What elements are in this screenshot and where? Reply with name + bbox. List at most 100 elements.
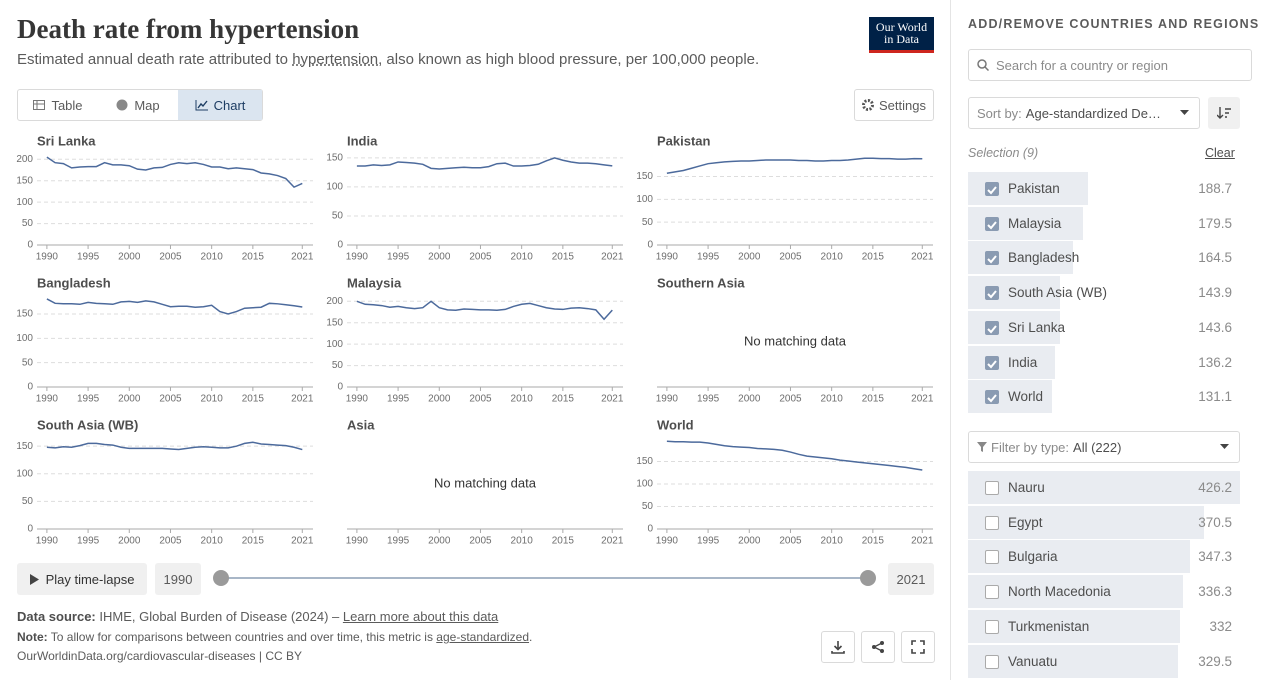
tab[interactable]: Map: [98, 90, 178, 120]
tab[interactable]: Chart: [178, 90, 262, 120]
x-tick-label: 1995: [387, 394, 410, 405]
check-icon: [987, 290, 997, 299]
sort-order-button[interactable]: [1208, 97, 1240, 129]
panel-title: Malaysia: [347, 275, 402, 290]
end-year[interactable]: 2021: [888, 563, 934, 595]
sort-dropdown[interactable]: Sort by: Age-standardized De…: [968, 97, 1200, 129]
entity-row[interactable]: Vanuatu 329.5: [968, 643, 1240, 678]
checkbox[interactable]: [985, 286, 999, 301]
settings-button[interactable]: Settings: [854, 89, 934, 121]
checkbox[interactable]: [985, 481, 999, 495]
entity-row[interactable]: World 131.1: [968, 379, 1240, 414]
fullscreen-button[interactable]: [901, 631, 935, 663]
y-tick-label: 0: [337, 382, 343, 393]
filter-dropdown[interactable]: Filter by type: All (222): [968, 431, 1240, 463]
entity-name: South Asia (WB): [1008, 285, 1108, 301]
checkbox[interactable]: [985, 355, 999, 370]
label: Data source:: [17, 609, 96, 624]
x-tick-label: 1990: [36, 252, 59, 263]
y-tick-label: 0: [337, 240, 343, 251]
y-tick-label: 100: [16, 197, 33, 208]
x-tick-label: 2005: [159, 536, 182, 547]
search-box[interactable]: Search for a country or region: [968, 49, 1252, 81]
entity-row[interactable]: India 136.2: [968, 344, 1240, 379]
entity-name: Bulgaria: [1008, 549, 1058, 565]
button-label: Play time-lapse: [45, 571, 135, 587]
checkbox[interactable]: [985, 251, 999, 266]
y-tick-label: 150: [16, 309, 33, 320]
entity-row[interactable]: Pakistan 188.7: [968, 171, 1240, 205]
x-tick-label: 2015: [862, 536, 885, 547]
logo-line: Our World: [875, 20, 928, 34]
y-tick-label: 0: [27, 524, 33, 535]
x-tick-label: 2000: [428, 252, 451, 263]
entity-value: 164.5: [1198, 250, 1232, 266]
x-tick-label: 2005: [779, 536, 802, 547]
checkbox[interactable]: [985, 182, 999, 196]
subtitle: Estimated annual death rate attributed t…: [17, 51, 759, 68]
logo[interactable]: Our World in Data: [869, 17, 934, 53]
checkbox[interactable]: [985, 216, 999, 231]
checkbox[interactable]: [985, 585, 999, 600]
checkbox[interactable]: [985, 619, 999, 634]
x-tick-label: 2005: [469, 394, 492, 405]
y-tick-label: 50: [22, 357, 34, 368]
checkbox[interactable]: [985, 390, 999, 405]
entity-name: North Macedonia: [1008, 584, 1111, 600]
checkbox[interactable]: [985, 550, 999, 565]
entity-row[interactable]: Sri Lanka 143.6: [968, 309, 1240, 344]
entity-name: World: [1008, 389, 1044, 405]
x-tick-label: 2010: [821, 536, 844, 547]
series-line: [356, 300, 613, 321]
icon: [1220, 444, 1229, 449]
start-year[interactable]: 1990: [155, 563, 201, 595]
entity-row[interactable]: Bangladesh 164.5: [968, 240, 1240, 275]
entity-row[interactable]: Bulgaria 347.3: [968, 539, 1240, 574]
subtitle-link[interactable]: hypertension: [292, 51, 379, 68]
entity-row[interactable]: Nauru 426.2: [968, 470, 1240, 504]
checkbox[interactable]: [985, 654, 999, 669]
y-tick-label: 150: [326, 317, 343, 328]
label: Note:: [17, 630, 48, 644]
x-tick-label: 2010: [511, 394, 534, 405]
x-tick-label: 2010: [511, 536, 534, 547]
panel-title: Southern Asia: [657, 275, 745, 290]
panel-title: Asia: [347, 417, 375, 432]
link[interactable]: Learn more about this data: [342, 609, 499, 624]
entity-row[interactable]: South Asia (WB) 143.9: [968, 275, 1240, 310]
checkbox[interactable]: [985, 515, 999, 530]
y-tick-label: 150: [636, 456, 653, 467]
entity-row[interactable]: North Macedonia 336.3: [968, 574, 1240, 609]
entity-row[interactable]: Egypt 370.5: [968, 504, 1240, 539]
share-button[interactable]: [861, 631, 895, 663]
tab[interactable]: Table: [18, 90, 98, 120]
download-button[interactable]: [821, 631, 855, 663]
link[interactable]: age-standardized: [436, 630, 530, 644]
icon: [195, 99, 208, 110]
entity-value: 143.6: [1198, 319, 1232, 335]
x-tick-label: 2021: [601, 394, 624, 405]
x-tick-label: 2021: [291, 252, 314, 263]
clear-button[interactable]: Clear: [1205, 146, 1235, 160]
entity-row[interactable]: Malaysia 179.5: [968, 205, 1240, 240]
entity-row[interactable]: Turkmenistan 332: [968, 608, 1240, 643]
x-tick-label: 2021: [911, 252, 934, 263]
icon: [862, 99, 874, 111]
x-tick-label: 2000: [118, 252, 141, 263]
title: Death rate from hypertension: [17, 14, 360, 44]
entity-name: Bangladesh: [1008, 250, 1080, 266]
checkbox[interactable]: [985, 320, 999, 335]
series-line: [356, 157, 613, 170]
tab-label: Table: [51, 97, 83, 113]
timeline-slider[interactable]: [211, 568, 879, 588]
x-tick-label: 2010: [821, 394, 844, 405]
play-button[interactable]: Play time-lapse: [17, 563, 147, 595]
note-line: Note: To allow for comparisons between c…: [17, 630, 532, 644]
sort-label: Sort by:: [977, 105, 1022, 121]
x-tick-label: 2015: [862, 252, 885, 263]
source-line: Data source: IHME, Global Burden of Dise…: [17, 609, 498, 624]
selection-count: Selection (9): [968, 146, 1039, 160]
value-bar: [968, 505, 1205, 539]
